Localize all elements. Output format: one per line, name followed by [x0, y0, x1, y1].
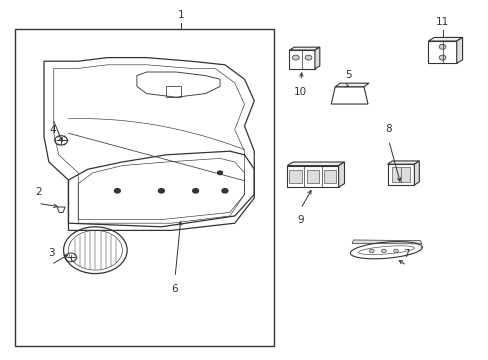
Text: 8: 8	[385, 124, 391, 134]
Circle shape	[222, 189, 227, 193]
Bar	[15, 29, 273, 346]
Circle shape	[292, 55, 299, 60]
Polygon shape	[386, 161, 418, 164]
Circle shape	[158, 189, 164, 193]
Bar	[287, 166, 338, 187]
Text: 7: 7	[403, 249, 409, 259]
Text: 5: 5	[345, 70, 351, 80]
Bar	[386, 164, 414, 185]
Circle shape	[192, 189, 198, 193]
Polygon shape	[287, 162, 344, 166]
Text: 3: 3	[48, 248, 55, 258]
Circle shape	[368, 249, 373, 253]
Bar	[427, 41, 456, 63]
Bar	[289, 50, 314, 69]
Circle shape	[438, 55, 445, 60]
Circle shape	[217, 171, 222, 175]
Text: 10: 10	[294, 87, 306, 98]
Bar	[391, 167, 409, 182]
Circle shape	[438, 44, 445, 49]
Polygon shape	[338, 162, 344, 187]
Circle shape	[114, 189, 120, 193]
Text: 2: 2	[35, 187, 41, 197]
Polygon shape	[427, 37, 462, 41]
Text: 4: 4	[49, 125, 56, 135]
Polygon shape	[334, 83, 368, 87]
Circle shape	[305, 55, 311, 60]
Polygon shape	[289, 47, 319, 50]
Polygon shape	[456, 37, 462, 63]
Polygon shape	[413, 161, 418, 185]
Polygon shape	[351, 240, 421, 244]
Circle shape	[393, 249, 398, 253]
Text: 6: 6	[171, 284, 178, 294]
Polygon shape	[314, 47, 319, 69]
Text: 9: 9	[297, 215, 304, 225]
Bar	[306, 170, 319, 183]
Text: 11: 11	[435, 17, 448, 27]
Circle shape	[381, 249, 386, 253]
Bar	[289, 170, 302, 183]
Polygon shape	[331, 87, 367, 104]
Bar	[323, 170, 336, 183]
Text: 1: 1	[177, 10, 184, 20]
